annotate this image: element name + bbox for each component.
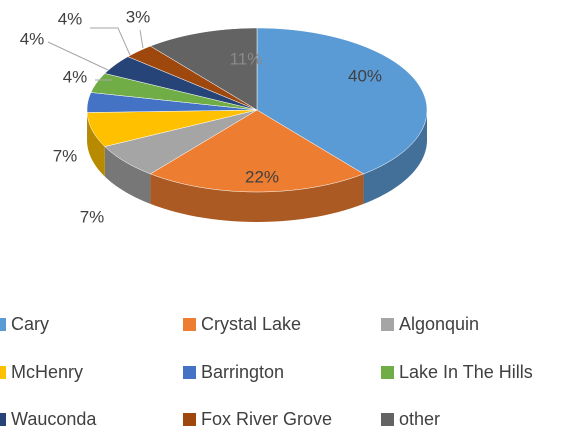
- legend-marker: [0, 413, 6, 426]
- slice-side: [87, 112, 105, 177]
- legend-marker: [381, 366, 394, 379]
- slice: [86, 109, 258, 147]
- leader-line: [90, 27, 131, 56]
- data-label: 22%: [245, 167, 279, 186]
- slice: [127, 45, 258, 111]
- data-label: 3%: [126, 7, 151, 26]
- legend-marker: [381, 413, 394, 426]
- leader-line: [139, 29, 144, 49]
- slice: [104, 109, 258, 175]
- leader-line: [47, 41, 109, 71]
- legend-label: McHenry: [11, 362, 83, 382]
- data-label: 7%: [80, 207, 105, 226]
- data-label: 11%: [230, 49, 263, 68]
- legend-label: Wauconda: [11, 409, 97, 429]
- legend-marker: [183, 413, 196, 426]
- legend-label: Cary: [11, 314, 49, 334]
- legend-label: other: [399, 409, 440, 429]
- slice: [149, 109, 365, 193]
- legend-label: Algonquin: [399, 314, 479, 334]
- legend-label: Fox River Grove: [201, 409, 332, 429]
- legend-marker: [183, 366, 196, 379]
- legend-label: Crystal Lake: [201, 314, 301, 334]
- legend-label: Barrington: [201, 362, 284, 382]
- data-label: 4%: [63, 67, 88, 86]
- slice: [86, 92, 258, 113]
- slice: [149, 27, 258, 111]
- legend-marker: [183, 318, 196, 331]
- slice-side: [104, 146, 151, 204]
- slice: [90, 73, 258, 111]
- data-label: 40%: [348, 66, 382, 85]
- data-label: 4%: [58, 9, 83, 28]
- slice-side: [363, 110, 427, 204]
- data-label: 7%: [53, 146, 78, 165]
- data-label: 4%: [20, 29, 45, 48]
- slice: [104, 56, 258, 111]
- legend-marker: [0, 366, 6, 379]
- slice-side: [150, 173, 364, 222]
- legend-label: Lake In The Hills: [399, 362, 533, 382]
- legend-marker: [381, 318, 394, 331]
- slice: [256, 27, 428, 175]
- legend-marker: [0, 318, 6, 331]
